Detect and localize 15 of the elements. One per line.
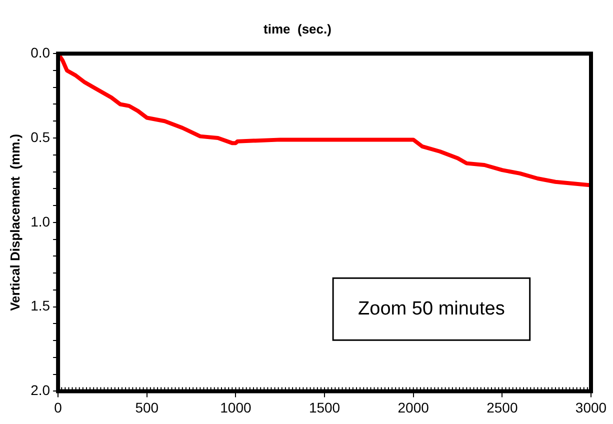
x-tick-label: 500 <box>135 399 159 416</box>
x-tick-label: 0 <box>54 399 62 416</box>
y-tick-label: 2.0 <box>30 382 50 398</box>
x-tick-label: 1500 <box>308 399 340 416</box>
x-tick-label: 1000 <box>220 399 252 416</box>
x-tick-label: 2000 <box>398 399 430 416</box>
x-tick-label: 3000 <box>575 399 607 416</box>
y-axis-title: Vertical Displacement (mm.) <box>7 134 22 311</box>
y-tick-label: 0.0 <box>30 44 50 60</box>
x-tick-label: 2500 <box>486 399 518 416</box>
annotation: Zoom 50 minutes <box>358 298 505 320</box>
x-axis-title: time (sec.) <box>264 21 332 36</box>
y-tick-label: 0.5 <box>30 128 50 145</box>
y-tick-label: 1.0 <box>30 213 50 230</box>
y-tick-label: 1.5 <box>30 298 50 314</box>
